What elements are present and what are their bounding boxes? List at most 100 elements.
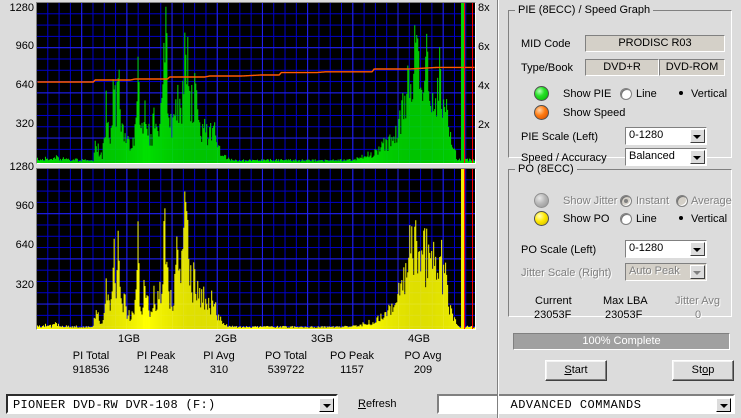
refresh-label: efresh bbox=[365, 398, 397, 410]
po-ytick-960: 960 bbox=[15, 200, 34, 212]
pie-vertical-label[interactable]: Vertical bbox=[691, 88, 728, 100]
stat-label: PI Total bbox=[72, 350, 110, 362]
show-pie-led-icon[interactable] bbox=[534, 86, 549, 101]
book-value: DVD-ROM bbox=[659, 59, 725, 76]
stat-value: 310 bbox=[209, 364, 229, 376]
pie-speed-chart[interactable] bbox=[36, 2, 476, 164]
po-scale-label: PO Scale (Left) bbox=[521, 244, 597, 256]
pie-scale-value: 0-1280 bbox=[629, 129, 664, 141]
drive-select[interactable]: PIONEER DVD-RW DVR-108 (F:) bbox=[6, 394, 338, 414]
po-line-radio[interactable] bbox=[620, 213, 632, 225]
refresh-accel: R bbox=[358, 398, 366, 410]
pie-scale-select[interactable]: 0-1280 bbox=[625, 127, 707, 145]
stat-value: 918536 bbox=[72, 364, 110, 376]
stat-label: PO Peak bbox=[329, 350, 375, 362]
po-vertical-label[interactable]: Vertical bbox=[691, 213, 728, 225]
stat-label: PO Avg bbox=[404, 350, 442, 362]
stat-value: 209 bbox=[413, 364, 433, 376]
start-accel: S bbox=[564, 364, 572, 376]
xtick-4gb: 4GB bbox=[407, 333, 431, 345]
current-value: 23053F bbox=[534, 309, 572, 321]
x-axis: 1GB 2GB 3GB 4GB bbox=[36, 333, 476, 349]
stat-label: PI Avg bbox=[203, 350, 235, 362]
xtick-3gb: 3GB bbox=[310, 333, 334, 345]
show-speed-label[interactable]: Show Speed bbox=[563, 107, 626, 119]
speed-accuracy-value: Balanced bbox=[629, 150, 675, 162]
advanced-commands-select[interactable]: ADVANCED COMMANDS bbox=[437, 394, 735, 414]
chevron-down-icon[interactable] bbox=[690, 129, 705, 143]
speed-tick-2x: 2x bbox=[478, 119, 490, 131]
po-ytick-320: 320 bbox=[15, 279, 34, 291]
pie-group: PIE (8ECC) / Speed Graph MID Code PRODIS… bbox=[508, 4, 732, 166]
show-pie-label[interactable]: Show PIE bbox=[563, 88, 612, 100]
chevron-down-icon[interactable] bbox=[690, 242, 705, 256]
pie-line-label[interactable]: Line bbox=[636, 88, 657, 100]
pie-ytick-1280: 1280 bbox=[9, 2, 34, 14]
graph-area: 1280 960 640 320 8x 6x 4x 2x 1280 960 64… bbox=[9, 2, 490, 330]
jitter-scale-select: Auto Peak bbox=[625, 263, 707, 281]
pie-ytick-320: 320 bbox=[15, 118, 34, 130]
stop-button[interactable]: Stop bbox=[672, 360, 734, 381]
po-chart[interactable] bbox=[36, 168, 476, 330]
po-group: PO (8ECC) Show Jitter Instant Average Sh… bbox=[508, 163, 732, 321]
mid-code-value: PRODISC R03 bbox=[585, 35, 725, 52]
jitter-scale-value: Auto Peak bbox=[629, 265, 680, 277]
po-series-canvas bbox=[37, 169, 475, 329]
po-scale-select[interactable]: 0-1280 bbox=[625, 240, 707, 258]
stop-pre: St bbox=[691, 364, 703, 376]
xtick-2gb: 2GB bbox=[214, 333, 238, 345]
xtick-1gb: 1GB bbox=[117, 333, 141, 345]
jitter-average-label: Average bbox=[691, 195, 732, 207]
po-ytick-640: 640 bbox=[15, 239, 34, 251]
type-book-label: Type/Book bbox=[521, 62, 573, 74]
progress-bar: 100% Complete bbox=[513, 333, 730, 350]
refresh-button[interactable]: Refresh bbox=[358, 398, 397, 410]
stat-po-avg: PO Avg 209 bbox=[388, 350, 458, 377]
jitter-avg-label: Jitter Avg bbox=[675, 295, 721, 307]
stat-pi-total: PI Total 918536 bbox=[56, 350, 126, 377]
pie-ytick-640: 640 bbox=[15, 79, 34, 91]
max-lba-label: Max LBA bbox=[603, 295, 648, 307]
jitter-instant-radio bbox=[620, 195, 632, 207]
error-stats: PI Total 918536 PI Peak 1248 PI Avg 310 … bbox=[36, 350, 476, 384]
stat-pi-peak: PI Peak 1248 bbox=[121, 350, 191, 377]
stat-label: PO Total bbox=[265, 350, 307, 362]
jitter-average-radio bbox=[676, 195, 688, 207]
show-jitter-led-icon bbox=[534, 193, 549, 208]
chevron-down-icon[interactable] bbox=[716, 398, 731, 412]
start-button[interactable]: Start bbox=[545, 360, 607, 381]
type-value: DVD+R bbox=[585, 59, 659, 76]
speed-tick-4x: 4x bbox=[478, 80, 490, 92]
speed-tick-8x: 8x bbox=[478, 2, 490, 14]
chevron-down-icon bbox=[690, 265, 705, 279]
stat-value: 1157 bbox=[340, 364, 364, 376]
speed-tick-6x: 6x bbox=[478, 41, 490, 53]
pie-line-radio[interactable] bbox=[620, 88, 632, 100]
chevron-down-icon[interactable] bbox=[690, 150, 705, 164]
settings-panel: PIE (8ECC) / Speed Graph MID Code PRODIS… bbox=[497, 0, 741, 418]
speed-accuracy-label: Speed / Accuracy bbox=[521, 152, 607, 164]
pie-vertical-radio[interactable] bbox=[676, 88, 688, 100]
stat-pi-avg: PI Avg 310 bbox=[184, 350, 254, 377]
stop-label: p bbox=[708, 364, 715, 376]
show-po-led-icon[interactable] bbox=[534, 211, 549, 226]
jitter-instant-label: Instant bbox=[636, 195, 670, 207]
stat-po-total: PO Total 539722 bbox=[251, 350, 321, 377]
jitter-scale-label: Jitter Scale (Right) bbox=[521, 267, 612, 279]
start-label: tart bbox=[571, 364, 588, 376]
show-po-label[interactable]: Show PO bbox=[563, 213, 610, 225]
stat-value: 1248 bbox=[143, 364, 169, 376]
show-speed-led-icon[interactable] bbox=[534, 105, 549, 120]
current-label: Current bbox=[535, 295, 572, 307]
pie-ytick-960: 960 bbox=[15, 40, 34, 52]
chevron-down-icon[interactable] bbox=[319, 398, 334, 412]
po-ytick-1280: 1280 bbox=[9, 161, 34, 173]
show-jitter-label: Show Jitter bbox=[563, 195, 618, 207]
po-line-label[interactable]: Line bbox=[636, 213, 657, 225]
po-group-title: PO (8ECC) bbox=[518, 163, 574, 175]
po-scale-value: 0-1280 bbox=[629, 242, 664, 254]
stat-po-peak: PO Peak 1157 bbox=[317, 350, 387, 377]
drive-select-value: PIONEER DVD-RW DVR-108 (F:) bbox=[13, 398, 216, 412]
po-vertical-radio[interactable] bbox=[676, 213, 688, 225]
